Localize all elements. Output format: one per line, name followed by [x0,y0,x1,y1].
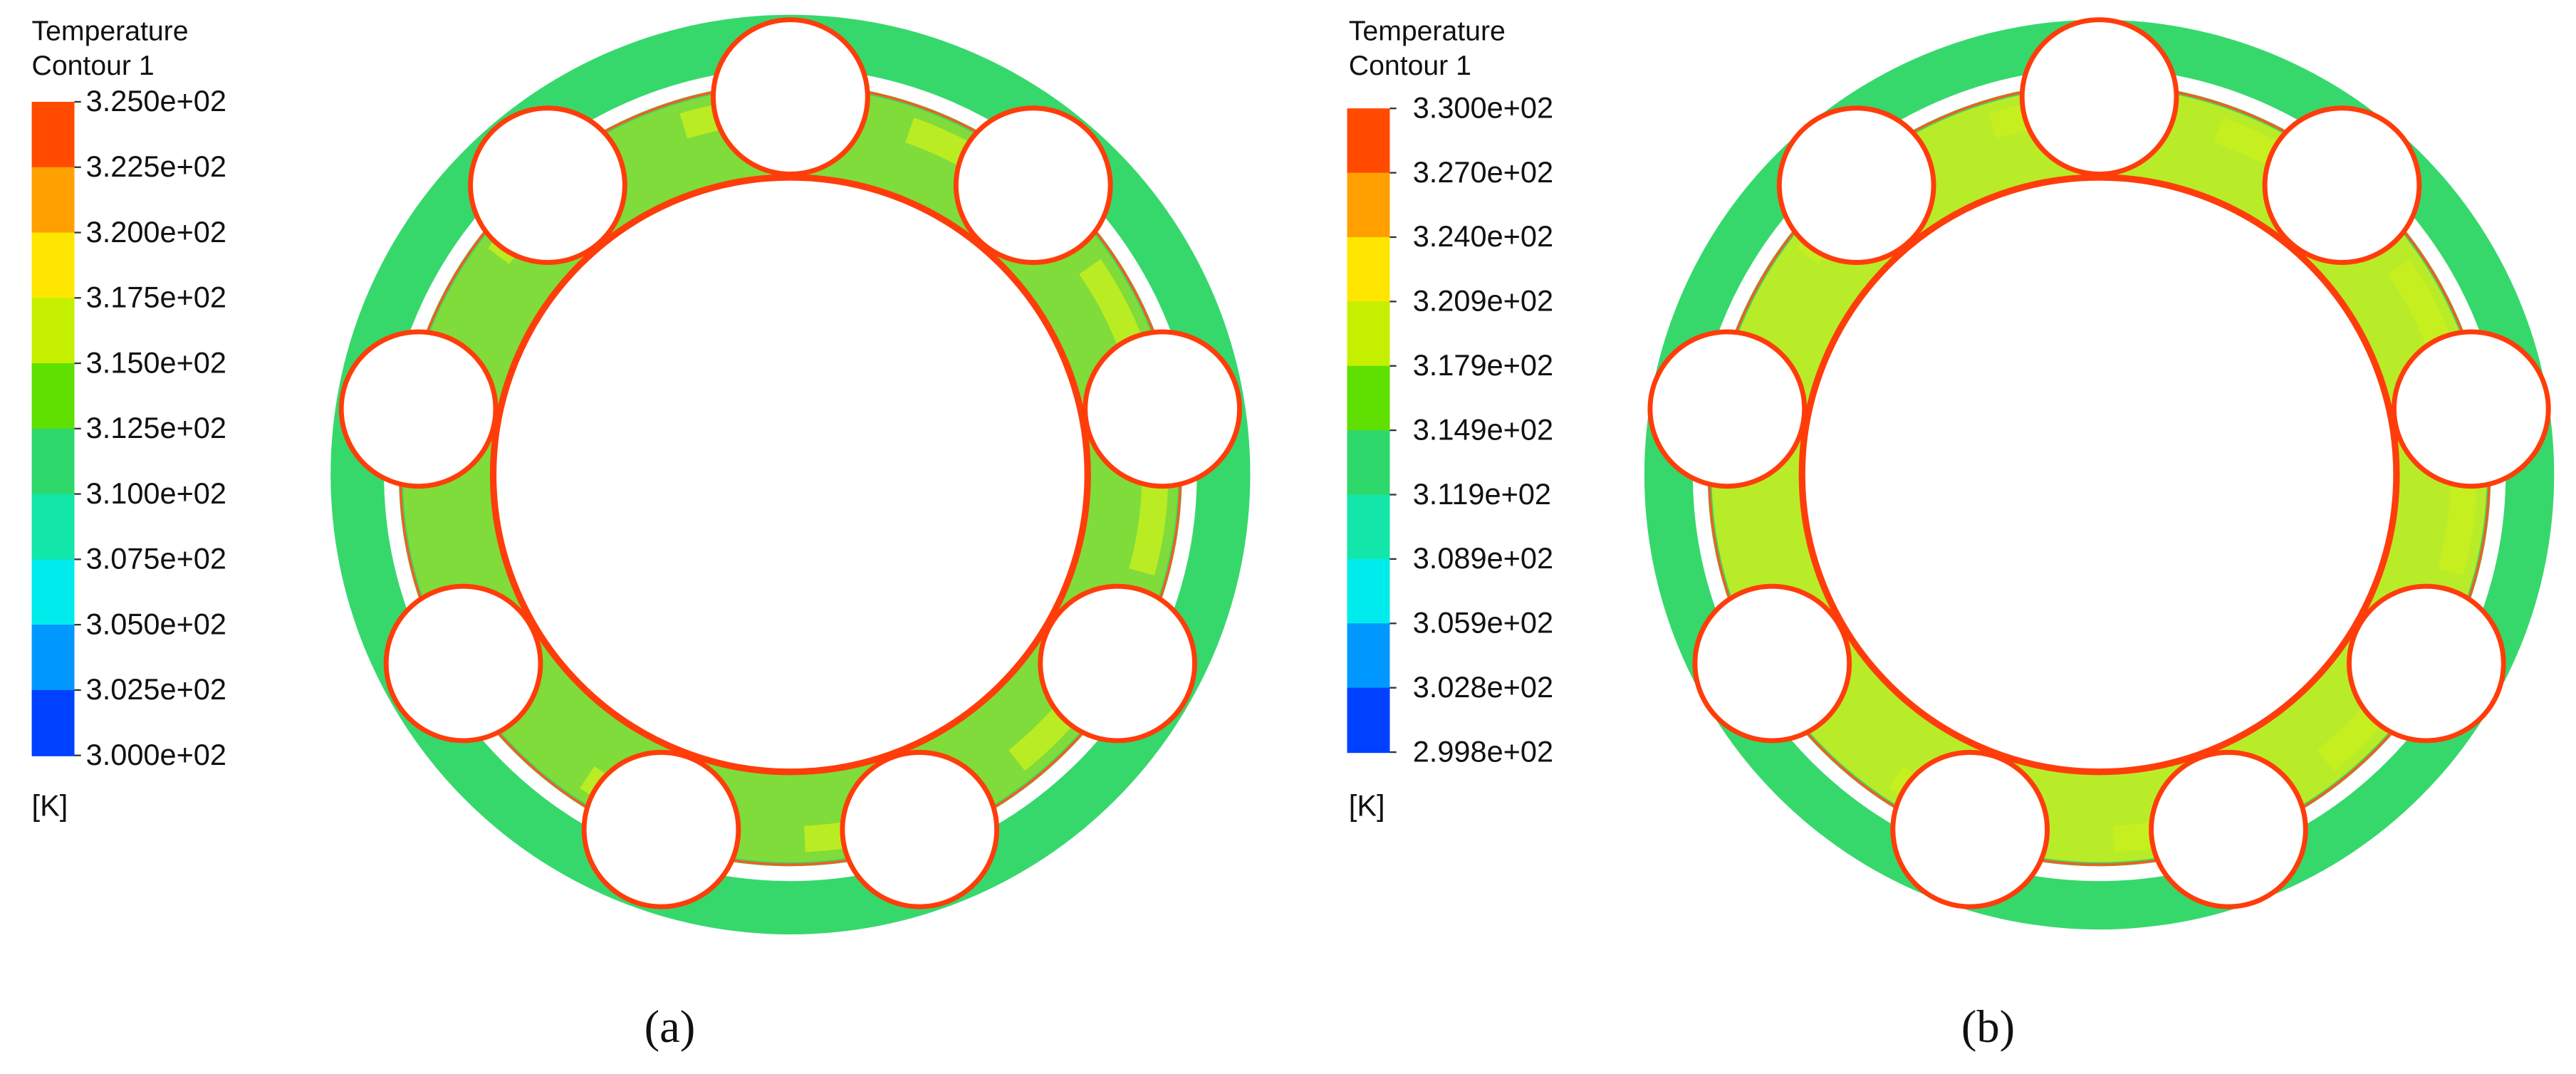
roller [840,749,1000,909]
legend-title: Temperature [32,16,189,46]
colorbar-band [1347,430,1390,496]
colorbar-label: 3.225e+02 [86,150,226,183]
roller [953,105,1113,265]
legend-unit: [K] [32,788,68,822]
colorbar-label: 3.300e+02 [1413,90,1553,124]
colorbar-band [31,232,75,299]
roller [1083,329,1242,489]
colorbar-label: 3.028e+02 [1413,670,1553,704]
colorbar-band [31,625,75,692]
roller [2262,105,2422,265]
colorbar-label: 3.025e+02 [86,672,226,706]
roller [2149,749,2308,909]
colorbar-label: 3.059e+02 [1413,606,1553,640]
roller [338,329,499,489]
colorbar-label: 3.125e+02 [86,411,226,444]
colorbar-band [1347,494,1390,561]
roller [2347,583,2506,744]
colorbar-band [31,167,75,234]
colorbar-band [31,298,75,365]
colorbar-band [1347,108,1390,174]
colorbar-band [31,494,75,561]
colorbar-band [1347,236,1390,303]
roller [581,749,741,909]
colorbar-label: 3.089e+02 [1413,541,1553,575]
colorbar-label: 3.050e+02 [86,607,226,640]
roller [2392,329,2551,489]
colorbar-label: 3.179e+02 [1413,348,1553,382]
colorbar-band [31,689,75,756]
colorbar-label: 3.200e+02 [86,215,226,249]
colorbar-band [31,363,75,429]
roller [711,17,870,177]
roller [1776,105,1936,265]
roller [1692,583,1852,744]
legend-title: Temperature [1349,16,1506,46]
caption: (b) [1961,1001,2015,1053]
colorbar-label: 2.998e+02 [1413,734,1553,768]
colorbar-band [1347,365,1390,432]
panel: Temperature Contour 13.250e+02 3.225e+02 3.… [31,14,1251,1053]
inner-ring [489,174,1091,776]
colorbar-label: 3.119e+02 [1413,477,1551,511]
colorbar-band [1347,687,1390,754]
colorbar-band [1347,172,1390,239]
colorbar-band [31,101,75,168]
colorbar-label: 3.150e+02 [86,345,226,379]
colorbar-band [1347,623,1390,689]
colorbar-band [1347,301,1390,367]
colorbar-label: 3.100e+02 [86,476,226,510]
colorbar-label: 3.149e+02 [1413,412,1553,446]
legend-subtitle: Contour 1 [32,51,155,81]
panel: Temperature Contour 1 3.300e+02 3.270e+02 3.… [1347,16,2555,1053]
roller [2019,17,2179,177]
roller [383,583,543,744]
colorbar-label: 3.000e+02 [86,738,226,771]
colorbar-label: 3.075e+02 [86,542,226,575]
legend-unit: [K] [1349,788,1385,822]
colorbar-label: 3.209e+02 [1413,284,1553,318]
colorbar-band [1347,558,1390,625]
caption: (a) [645,1001,696,1053]
roller [468,105,627,265]
colorbar-label: 3.250e+02 [86,84,226,118]
colorbar-label: 3.270e+02 [1413,155,1553,189]
colorbar-label: 3.175e+02 [86,281,226,314]
colorbar-band [31,559,75,626]
legend-subtitle: Contour 1 [1349,51,1471,81]
roller [1038,583,1197,744]
roller [1647,329,1808,489]
roller [1890,749,2050,909]
colorbar-label: 3.240e+02 [1413,219,1553,253]
inner-ring [1798,174,2400,776]
colorbar-band [31,428,75,495]
